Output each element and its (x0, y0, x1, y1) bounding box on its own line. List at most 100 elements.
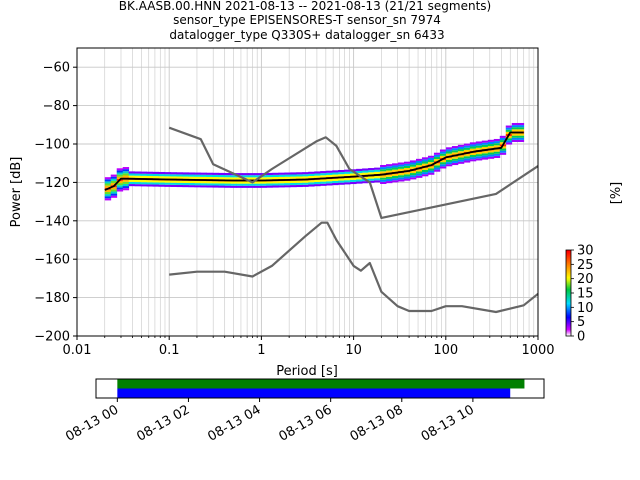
heatmap-cell (511, 122, 519, 126)
heatmap-cell (110, 174, 118, 177)
heatmap-cell (104, 177, 112, 180)
heatmap-cell (302, 180, 309, 183)
heatmap-cell (445, 149, 453, 152)
heatmap-cell (128, 184, 136, 187)
heatmap-cell (481, 140, 489, 143)
heatmap-cell (356, 173, 363, 176)
heatmap-cell (242, 175, 249, 178)
heatmap-cell (404, 178, 411, 181)
heatmap-cell (116, 168, 124, 171)
heatmap-cell (505, 129, 513, 132)
heatmap-cell (266, 172, 273, 176)
colorbar-step (566, 324, 571, 327)
heatmap-cell (374, 167, 381, 170)
heatmap-cell (110, 180, 118, 184)
title-line-2: sensor_type EPISENSORES-T sensor_sn 7974 (173, 13, 441, 27)
heatmap-cell (433, 156, 441, 160)
heatmap-cell (487, 139, 495, 142)
heatmap-cell (398, 175, 405, 178)
heatmap-cell (398, 164, 405, 167)
colorbar-step (566, 306, 571, 309)
heatmap-cell (499, 135, 507, 138)
heatmap-cell (475, 147, 483, 150)
heatmap-cell (128, 173, 136, 176)
heatmap-cell (475, 141, 483, 144)
heatmap-cell (272, 183, 279, 186)
heatmap-cell (362, 181, 369, 184)
heatmap-cell (320, 171, 327, 174)
heatmap-cell (116, 176, 124, 179)
heatmap-cell (152, 180, 160, 183)
heatmap-cell (433, 154, 441, 157)
heatmap-cell (284, 172, 291, 175)
heatmap-cell (104, 185, 112, 188)
heatmap-cell (499, 148, 507, 151)
heatmap-cell (475, 152, 483, 155)
colorbar-step (566, 250, 571, 253)
heatmap-cell (499, 150, 507, 153)
heatmap-cell (421, 161, 429, 164)
heatmap-cell (433, 152, 441, 155)
heatmap-cell (505, 125, 513, 128)
heatmap-cell (362, 172, 369, 175)
y-tick-label: −100 (34, 138, 70, 153)
heatmap-cell (122, 167, 130, 170)
heatmap-cell (362, 176, 369, 180)
heatmap-cell (212, 174, 219, 178)
heatmap-cell (398, 173, 405, 176)
colorbar-step (566, 308, 571, 311)
heatmap-cell (218, 181, 225, 184)
heatmap-cell (140, 171, 148, 174)
heatmap-cell (296, 184, 303, 188)
heatmap-cell (439, 166, 447, 169)
heatmap-cell (457, 157, 465, 160)
heatmap-cell (356, 168, 363, 171)
heatmap-cell (362, 170, 369, 173)
heatmap-cell (140, 180, 148, 183)
grid (77, 48, 538, 337)
heatmap-cell (350, 173, 357, 176)
heatmap-cell (457, 146, 465, 150)
heatmap-cell (122, 171, 130, 174)
heatmap-cell (176, 174, 183, 177)
heatmap-cell (200, 181, 207, 184)
heatmap-cell (116, 183, 124, 186)
heatmap-cell (146, 182, 154, 185)
title-line-3: datalogger_type Q330S+ datalogger_sn 643… (169, 28, 444, 42)
heatmap-cell (344, 180, 351, 183)
heatmap-cell (511, 137, 519, 140)
heatmap-cell (182, 176, 189, 179)
heatmap-cell (505, 138, 513, 141)
heatmap-cell (296, 180, 303, 183)
heatmap-cell (338, 172, 345, 175)
heatmap-cell (380, 181, 387, 184)
heatmap-cell (338, 174, 345, 177)
heatmap-cell (254, 173, 261, 176)
heatmap-cell (236, 173, 243, 176)
heatmap-cell (386, 166, 393, 169)
heatmap-cell (206, 181, 213, 184)
heatmap-cell (236, 177, 243, 180)
y-tick-label: −160 (34, 253, 70, 268)
heatmap-cell (152, 184, 160, 187)
heatmap-cell (469, 154, 477, 158)
heatmap-cell (475, 143, 483, 146)
heatmap-cell (308, 173, 315, 177)
heatmap-cell (254, 183, 261, 186)
heatmap-cell (188, 172, 195, 175)
heatmap-cell (128, 181, 136, 185)
heatmap-cell (104, 196, 112, 199)
heatmap-cell (302, 172, 309, 175)
heatmap-cell (116, 174, 124, 177)
heatmap-cell (218, 185, 225, 188)
heatmap-cell (308, 182, 315, 185)
heatmap-cell (505, 140, 513, 143)
heatmap-cell (116, 185, 124, 188)
heatmap-cell (194, 176, 201, 179)
heatmap-cell (236, 183, 243, 186)
heatmap-cell (380, 169, 387, 172)
heatmap-cell (469, 144, 477, 147)
heatmap-cell (368, 176, 375, 179)
heatmap-cell (104, 179, 112, 182)
colorbar-step (566, 326, 571, 329)
